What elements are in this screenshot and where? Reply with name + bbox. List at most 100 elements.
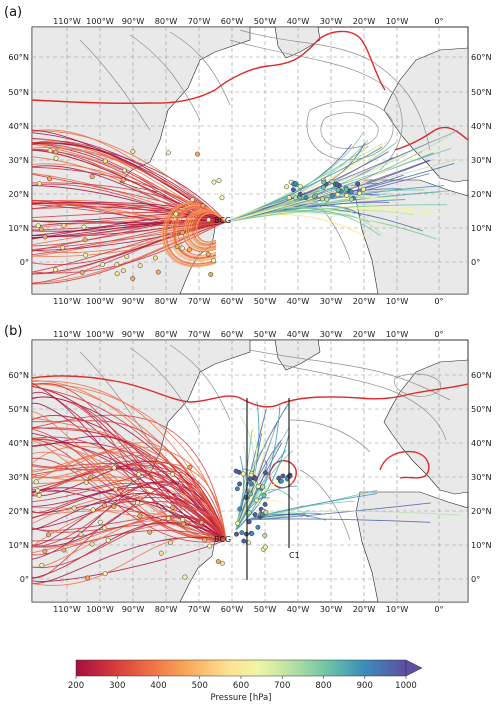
lat-tick-left: 60°N xyxy=(8,52,29,62)
lon-tick-top: 60°W xyxy=(221,329,244,339)
lon-tick-top: 60°W xyxy=(221,16,244,26)
lat-tick-right: 40°N xyxy=(471,121,492,131)
lat-tick-right: 40°N xyxy=(471,438,492,448)
lon-tick-bottom: 10°W xyxy=(386,604,409,614)
lat-tick-right: 30°N xyxy=(471,155,492,165)
colorbar-tick-label: 200 xyxy=(68,681,84,691)
lon-tick-bottom: 60°W xyxy=(221,296,244,306)
lon-tick-bottom: 80°W xyxy=(155,296,178,306)
lon-tick-top: 20°W xyxy=(353,329,376,339)
colorbar-gradient xyxy=(75,659,407,677)
trajectory-points-a xyxy=(35,148,366,281)
lon-tick-top: 30°W xyxy=(320,329,343,339)
colorbar-tick-label: 300 xyxy=(109,681,125,691)
lon-tick-top: 100°W xyxy=(86,329,114,339)
lon-tick-bottom: 40°W xyxy=(287,296,310,306)
lon-tick-bottom: 70°W xyxy=(188,604,211,614)
pressure-contours-b xyxy=(79,344,451,541)
lon-tick-bottom: 40°W xyxy=(287,604,310,614)
lon-tick-top: 20°W xyxy=(353,16,376,26)
lat-tick-left: 10°N xyxy=(8,540,29,550)
colorbar-extend-arrow xyxy=(405,659,423,677)
lat-tick-right: 10°N xyxy=(471,540,492,550)
lon-tick-bottom: 20°W xyxy=(353,296,376,306)
lat-tick-right: 20°N xyxy=(471,506,492,516)
colorbar-tick-label: 1000 xyxy=(395,681,417,691)
lon-tick-bottom: 60°W xyxy=(221,604,244,614)
lat-tick-right: 50°N xyxy=(471,87,492,97)
lon-tick-bottom: 0° xyxy=(434,604,443,614)
lat-tick-left: 30°N xyxy=(8,472,29,482)
lon-tick-top: 10°W xyxy=(386,329,409,339)
lon-tick-bottom: 50°W xyxy=(254,604,277,614)
lat-tick-left: 40°N xyxy=(8,121,29,131)
trajectories-a xyxy=(32,129,459,285)
lon-tick-top: 90°W xyxy=(122,329,145,339)
lon-tick-top: 80°W xyxy=(155,16,178,26)
lat-tick-right: 10°N xyxy=(471,223,492,233)
lat-tick-right: 0° xyxy=(471,257,480,267)
lat-tick-right: 0° xyxy=(471,574,480,584)
lon-tick-bottom: 50°W xyxy=(254,296,277,306)
colorbar-tick-label: 900 xyxy=(357,681,373,691)
lon-tick-top: 70°W xyxy=(188,16,211,26)
lon-tick-bottom: 90°W xyxy=(122,604,145,614)
lon-tick-bottom: 30°W xyxy=(320,604,343,614)
lon-tick-bottom: 0° xyxy=(434,296,443,306)
lon-tick-bottom: 20°W xyxy=(353,604,376,614)
lon-tick-top: 100°W xyxy=(86,16,114,26)
colorbar-tick-label: 600 xyxy=(233,681,249,691)
lat-tick-right: 30°N xyxy=(471,472,492,482)
lat-tick-left: 0° xyxy=(20,257,29,267)
lat-tick-right: 60°N xyxy=(471,370,492,380)
lon-tick-bottom: 100°W xyxy=(86,604,114,614)
lat-tick-left: 10°N xyxy=(8,223,29,233)
colorbar-label: Pressure [hPa] xyxy=(211,693,272,703)
lon-tick-top: 40°W xyxy=(287,16,310,26)
lat-tick-left: 30°N xyxy=(8,155,29,165)
panel-b-map: BCG C1 xyxy=(31,339,469,603)
lat-tick-left: 50°N xyxy=(8,87,29,97)
lat-tick-left: 40°N xyxy=(8,438,29,448)
colorbar-tick-label: 800 xyxy=(315,681,331,691)
colorbar-tick-label: 400 xyxy=(150,681,166,691)
pressure-contours-a xyxy=(79,29,431,261)
panel-a-label: (a) xyxy=(4,5,22,20)
lon-tick-top: 10°W xyxy=(386,16,409,26)
lon-tick-top: 0° xyxy=(434,16,443,26)
lon-tick-bottom: 80°W xyxy=(155,604,178,614)
annotation-bcg-b: BCG xyxy=(214,535,231,544)
colorbar-tick-label: 500 xyxy=(192,681,208,691)
lon-tick-bottom: 30°W xyxy=(320,296,343,306)
colorbar-tick-label: 700 xyxy=(274,681,290,691)
colorbar-ticks: 200 300 400 500 600 700 800 900 1000 xyxy=(68,676,417,691)
lon-tick-bottom: 10°W xyxy=(386,296,409,306)
lat-tick-left: 20°N xyxy=(8,506,29,516)
lon-tick-bottom: 110°W xyxy=(53,604,81,614)
lon-tick-top: 0° xyxy=(434,329,443,339)
lon-tick-top: 90°W xyxy=(122,16,145,26)
lon-tick-bottom: 110°W xyxy=(53,296,81,306)
annotation-c1-b: C1 xyxy=(289,551,300,560)
lon-tick-top: 30°W xyxy=(320,16,343,26)
lat-tick-left: 60°N xyxy=(8,370,29,380)
tropopause-line-a xyxy=(32,30,468,151)
lon-tick-top: 50°W xyxy=(254,329,277,339)
lon-tick-top: 40°W xyxy=(287,329,310,339)
lon-tick-top: 50°W xyxy=(254,16,277,26)
lat-tick-left: 20°N xyxy=(8,189,29,199)
lon-tick-top: 110°W xyxy=(53,16,81,26)
lat-tick-right: 50°N xyxy=(471,404,492,414)
lon-tick-bottom: 100°W xyxy=(86,296,114,306)
lon-tick-top: 70°W xyxy=(188,329,211,339)
lon-tick-bottom: 90°W xyxy=(122,296,145,306)
colorbar: 200 300 400 500 600 700 800 900 1000 Pressure [h… xyxy=(68,659,423,703)
lon-tick-top: 110°W xyxy=(53,329,81,339)
panel-a-map: BCG xyxy=(31,26,469,295)
panel-b-label: (b) xyxy=(4,324,22,339)
annotation-bcg-a: BCG xyxy=(214,216,231,225)
lat-tick-right: 20°N xyxy=(471,189,492,199)
lat-tick-right: 60°N xyxy=(471,52,492,62)
lon-tick-top: 80°W xyxy=(155,329,178,339)
